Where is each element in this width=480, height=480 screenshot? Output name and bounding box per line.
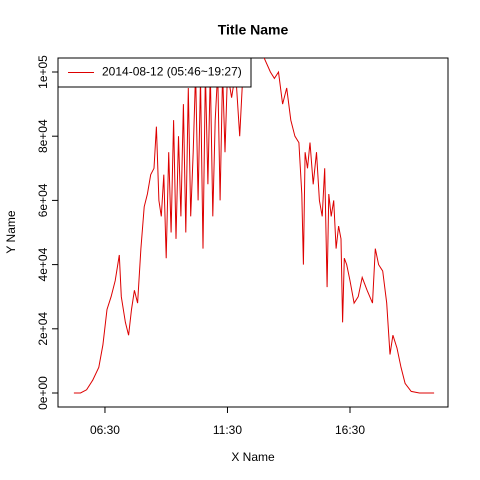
x-tick-label: 16:30 bbox=[335, 423, 365, 437]
chart-title: Title Name bbox=[218, 22, 289, 38]
data-line bbox=[73, 58, 435, 394]
y-tick-label: 0e+00 bbox=[36, 376, 50, 410]
x-axis-label: X Name bbox=[231, 450, 275, 464]
x-tick-label: 11:30 bbox=[213, 423, 242, 437]
x-tick-label: 06:30 bbox=[90, 423, 120, 437]
y-tick-label: 8e+04 bbox=[36, 119, 50, 153]
y-tick-label: 6e+04 bbox=[36, 183, 50, 217]
y-tick-label: 1e+05 bbox=[36, 55, 50, 89]
y-tick-label: 4e+04 bbox=[36, 247, 50, 281]
plot-box bbox=[57, 57, 449, 408]
y-tick-label: 2e+04 bbox=[36, 312, 50, 346]
legend-label: 2014-08-12 (05:46~19:27) bbox=[102, 65, 242, 79]
y-axis-label: Y Name bbox=[4, 210, 18, 253]
